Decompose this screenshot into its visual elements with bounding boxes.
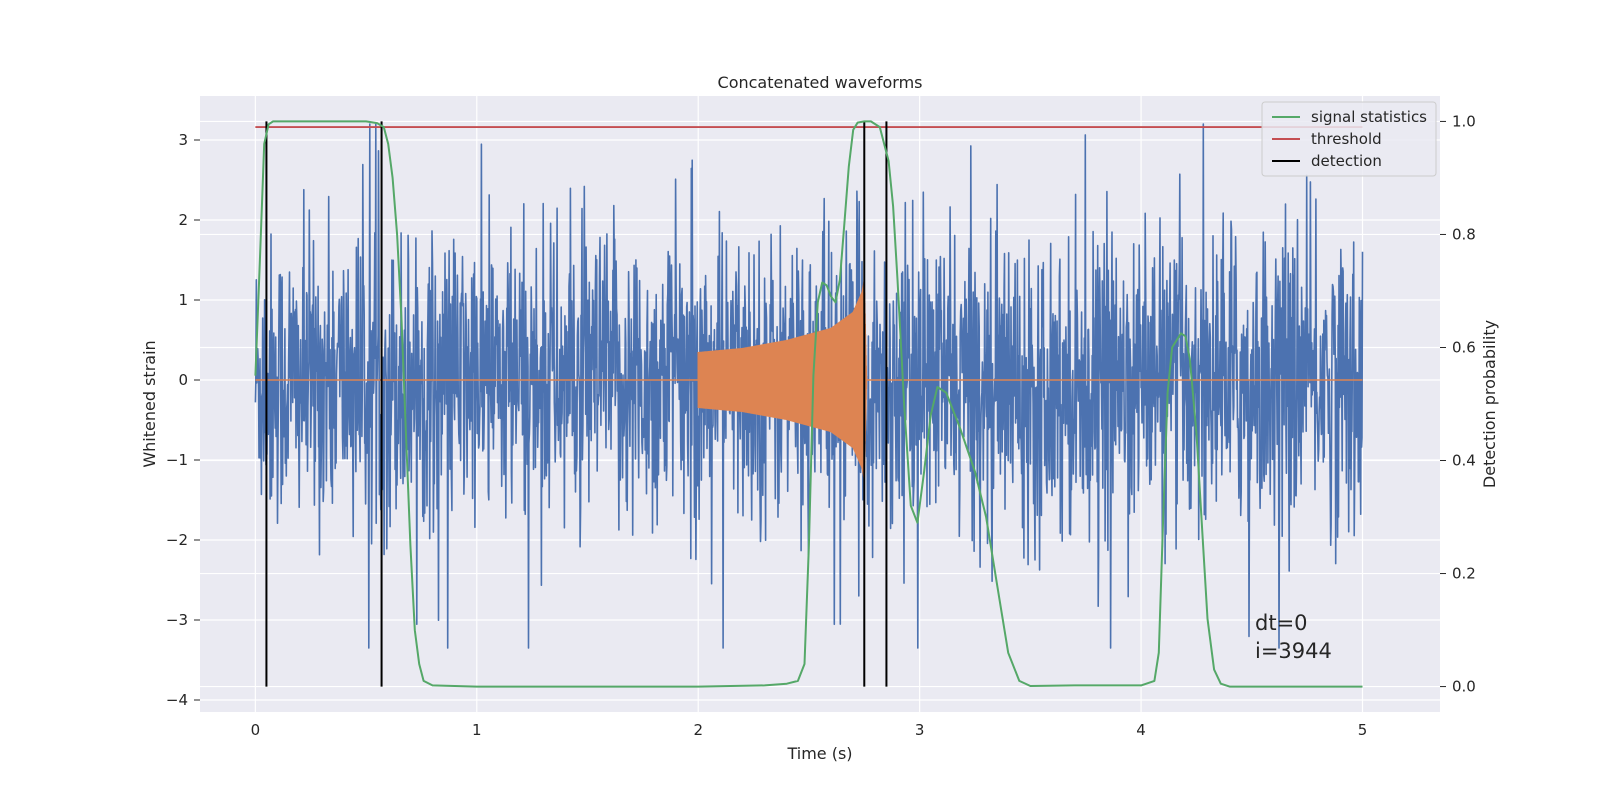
- y-tick-label: −3: [166, 611, 188, 629]
- x-axis-label: Time (s): [786, 744, 852, 763]
- signal-statistics-series: [254, 120, 1363, 688]
- x-tick-label: 5: [1358, 721, 1368, 739]
- legend-label-threshold: threshold: [1311, 130, 1382, 148]
- y-axis-label: Whitened strain: [140, 340, 159, 467]
- y2-tick-label: 0.2: [1452, 565, 1476, 583]
- x-tick-label: 0: [251, 721, 261, 739]
- annotation-dt: dt=0: [1255, 611, 1308, 635]
- y-tick-label: −1: [166, 451, 188, 469]
- y-tick-label: 3: [178, 131, 188, 149]
- legend-box: [1261, 101, 1437, 177]
- y-tick-label: 2: [178, 211, 188, 229]
- legend: signal statistics threshold detection: [1261, 101, 1437, 177]
- signal-statistics-line: [254, 120, 1363, 688]
- y2-axis-label: Detection probability: [1480, 320, 1499, 488]
- y2-tick-label: 0.8: [1452, 225, 1476, 243]
- chart-title: Concatenated waveforms: [718, 73, 923, 92]
- y2-tick-label: 0.6: [1452, 338, 1476, 356]
- y2-tick-label: 0.0: [1452, 678, 1476, 696]
- y2-tick-label: 0.4: [1452, 452, 1476, 470]
- y-tick-label: 0: [178, 371, 188, 389]
- detection-series: [265, 121, 888, 687]
- y-tick-label: −4: [166, 691, 188, 709]
- x-tick-label: 4: [1136, 721, 1146, 739]
- x-tick-label: 1: [472, 721, 482, 739]
- y-tick-label: −2: [166, 531, 188, 549]
- y2-tick-label: 1.0: [1452, 112, 1476, 130]
- legend-label-signal-statistics: signal statistics: [1311, 108, 1427, 126]
- tick-labels: 0 1 2 3 4 5 −4 −3 −2 −1 0 1 2 3 0.0 0.2 0.4 0.6 0.8 1.0: [166, 112, 1476, 739]
- x-tick-label: 3: [915, 721, 925, 739]
- y-tick-label: 1: [178, 291, 188, 309]
- injection-line: [255, 280, 1363, 480]
- injection-series: [255, 280, 1363, 480]
- x-tick-label: 2: [693, 721, 703, 739]
- annotation-index: i=3944: [1255, 639, 1332, 663]
- legend-label-detection: detection: [1311, 152, 1382, 170]
